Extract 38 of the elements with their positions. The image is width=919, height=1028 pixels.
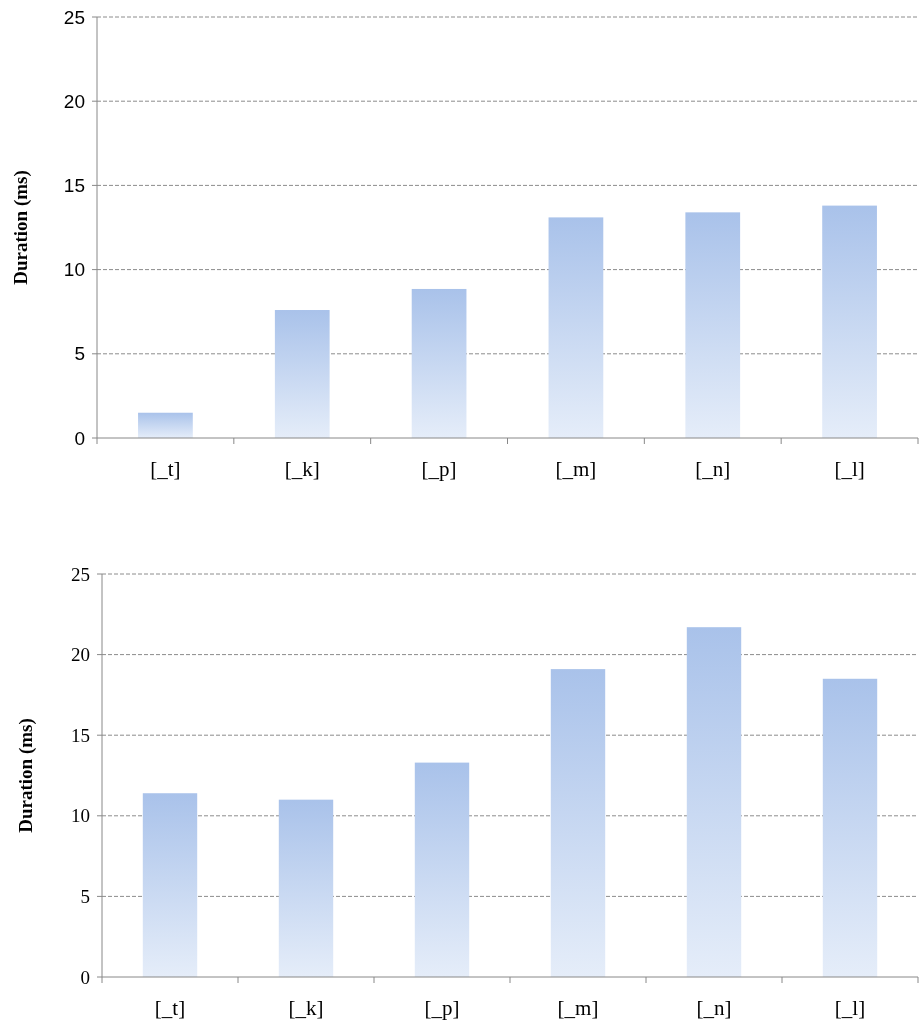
bar — [411, 288, 467, 438]
y-tick-label: 20 — [71, 644, 90, 666]
y-axis-title: Duration (ms) — [10, 170, 32, 285]
y-tick-label: 15 — [63, 175, 85, 197]
y-axis-title: Duration (ms) — [15, 718, 37, 833]
bar — [548, 217, 604, 438]
bar — [685, 212, 741, 438]
x-tick-label: [_n] — [696, 996, 732, 1020]
x-tick-label: [_m] — [557, 996, 599, 1020]
x-tick-label: [_t] — [154, 996, 186, 1020]
x-tick-label: [_n] — [695, 457, 731, 481]
x-tick-label: [_p] — [424, 996, 460, 1020]
bar — [550, 669, 606, 977]
bar — [142, 793, 198, 977]
y-tick-label: 25 — [71, 563, 90, 585]
y-tick-label: 0 — [80, 966, 90, 988]
bar — [138, 412, 193, 438]
y-tick-label: 25 — [63, 6, 85, 28]
x-tick-label: [_l] — [834, 996, 866, 1020]
y-tick-label: 10 — [71, 805, 90, 827]
y-tick-label: 0 — [74, 427, 85, 449]
x-tick-label: [_m] — [555, 457, 597, 481]
y-tick-label: 20 — [63, 90, 85, 112]
bar — [274, 310, 330, 438]
x-tick-label: [_p] — [421, 457, 457, 481]
x-tick-label: [_l] — [834, 457, 865, 481]
bar — [822, 205, 877, 438]
x-tick-label: [_k] — [288, 996, 324, 1020]
x-tick-label: [_t] — [150, 457, 181, 481]
y-tick-label: 5 — [74, 343, 85, 365]
bar — [822, 678, 878, 977]
bar — [414, 762, 470, 977]
y-tick-label: 10 — [63, 259, 85, 281]
x-tick-label: [_k] — [284, 457, 320, 481]
y-tick-label: 15 — [71, 724, 90, 746]
y-tick-label: 5 — [80, 886, 90, 908]
bar — [686, 627, 742, 977]
bar — [278, 799, 334, 977]
